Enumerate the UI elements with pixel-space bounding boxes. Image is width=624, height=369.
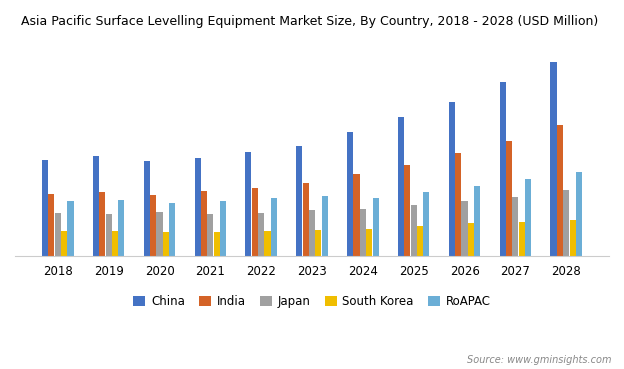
- Bar: [321, 196, 328, 255]
- Bar: [271, 198, 277, 255]
- Bar: [258, 213, 264, 255]
- Bar: [93, 156, 99, 255]
- Bar: [468, 224, 474, 255]
- Bar: [99, 192, 105, 255]
- Bar: [296, 146, 303, 255]
- Bar: [201, 192, 207, 255]
- Bar: [506, 141, 512, 255]
- Text: Source: www.gminsights.com: Source: www.gminsights.com: [467, 355, 612, 365]
- Bar: [404, 165, 411, 255]
- Bar: [462, 201, 467, 255]
- Bar: [570, 220, 576, 255]
- Bar: [303, 183, 309, 255]
- Bar: [169, 203, 175, 255]
- Bar: [213, 232, 220, 255]
- Bar: [48, 193, 54, 255]
- Bar: [61, 231, 67, 255]
- Bar: [265, 231, 271, 255]
- Bar: [423, 193, 429, 255]
- Bar: [42, 160, 48, 255]
- Legend: China, India, Japan, South Korea, RoAPAC: China, India, Japan, South Korea, RoAPAC: [129, 290, 495, 313]
- Bar: [525, 179, 531, 255]
- Bar: [576, 172, 582, 255]
- Bar: [500, 82, 505, 255]
- Bar: [373, 198, 379, 255]
- Bar: [309, 210, 315, 255]
- Bar: [220, 201, 226, 255]
- Bar: [449, 101, 455, 255]
- Text: Asia Pacific Surface Levelling Equipment Market Size, By Country, 2018 - 2028 (U: Asia Pacific Surface Levelling Equipment…: [21, 15, 598, 28]
- Bar: [67, 201, 74, 255]
- Bar: [557, 125, 563, 255]
- Bar: [195, 158, 201, 255]
- Bar: [398, 117, 404, 255]
- Bar: [417, 226, 423, 255]
- Bar: [360, 209, 366, 255]
- Bar: [550, 62, 557, 255]
- Bar: [163, 232, 169, 255]
- Bar: [144, 162, 150, 255]
- Bar: [563, 190, 569, 255]
- Bar: [519, 223, 525, 255]
- Bar: [207, 214, 213, 255]
- Bar: [245, 152, 251, 255]
- Bar: [347, 131, 353, 255]
- Bar: [411, 205, 417, 255]
- Bar: [105, 214, 112, 255]
- Bar: [119, 200, 124, 255]
- Bar: [474, 186, 480, 255]
- Bar: [157, 212, 162, 255]
- Bar: [366, 229, 373, 255]
- Bar: [353, 174, 359, 255]
- Bar: [455, 153, 461, 255]
- Bar: [315, 230, 321, 255]
- Bar: [251, 188, 258, 255]
- Bar: [150, 194, 156, 255]
- Bar: [512, 197, 519, 255]
- Bar: [112, 231, 118, 255]
- Bar: [55, 213, 61, 255]
